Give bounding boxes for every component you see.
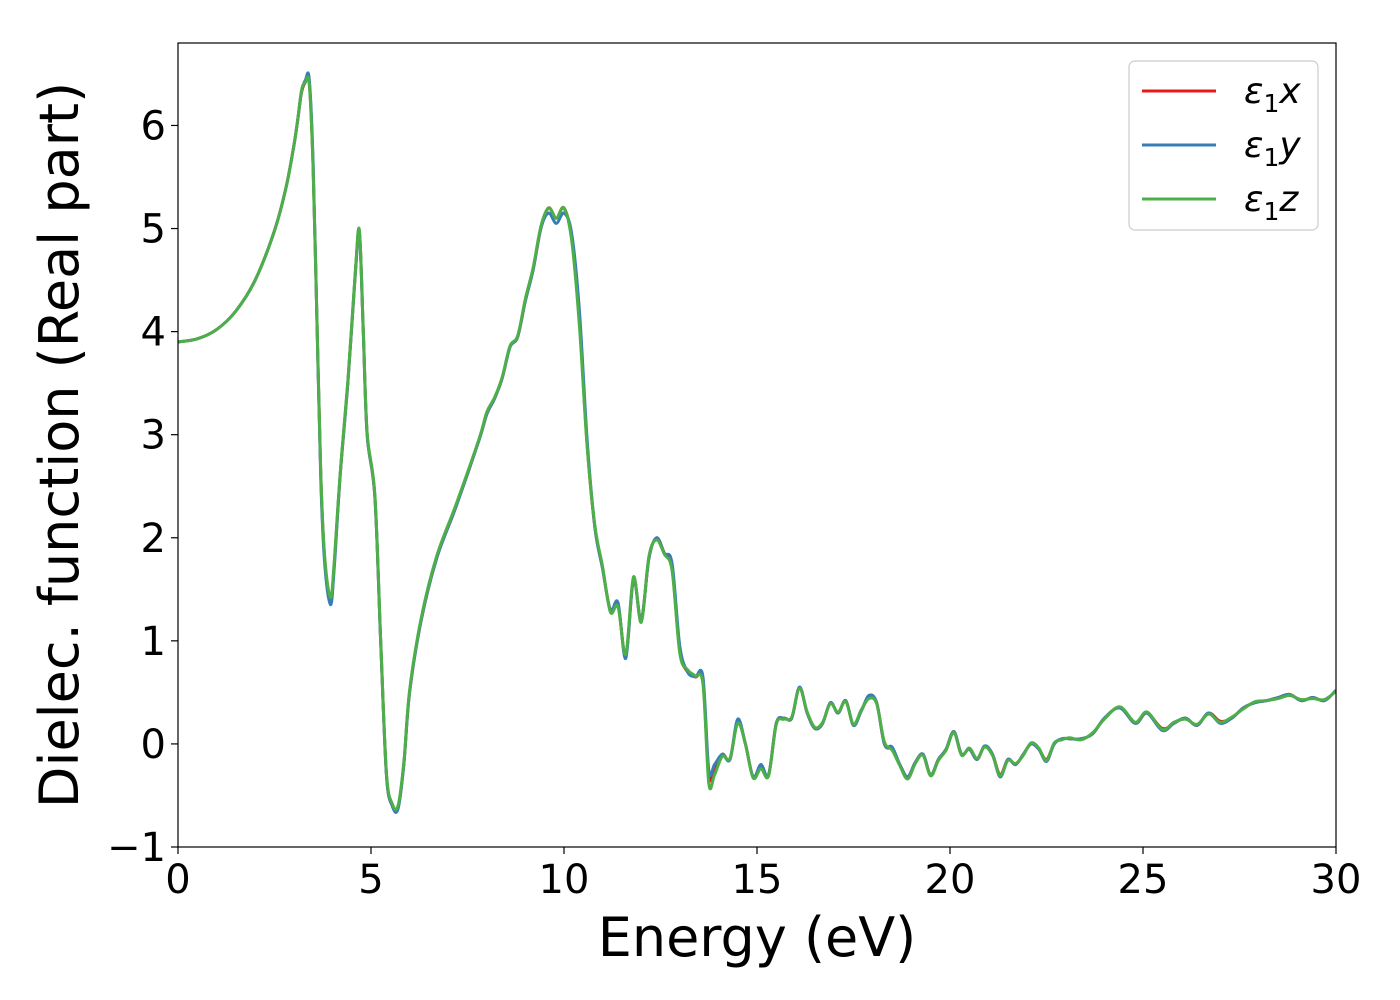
x-tick-label: 5 bbox=[358, 857, 383, 903]
x-axis-ticks: 0 5 10 15 20 25 30 bbox=[165, 847, 1361, 903]
y-tick-label: 6 bbox=[141, 103, 166, 149]
legend-label-y: ε1y bbox=[1244, 125, 1301, 172]
series-layer bbox=[178, 71, 1336, 814]
y-tick-label: 3 bbox=[141, 413, 166, 459]
y-tick-label: 0 bbox=[141, 722, 166, 768]
legend-variable: z bbox=[1278, 179, 1299, 220]
y-tick-label: 1 bbox=[141, 619, 166, 665]
legend-subscript: 1 bbox=[1263, 143, 1279, 172]
legend-variable: x bbox=[1278, 71, 1301, 112]
y-axis-ticks: −1 0 1 2 3 4 5 6 bbox=[107, 103, 178, 871]
legend-label-x: ε1x bbox=[1244, 71, 1301, 118]
legend-subscript: 1 bbox=[1263, 89, 1279, 118]
legend-base: ε bbox=[1244, 125, 1263, 166]
x-tick-label: 15 bbox=[732, 857, 783, 903]
y-tick-label: 2 bbox=[141, 516, 166, 562]
x-tick-label: 0 bbox=[165, 857, 190, 903]
legend-base: ε bbox=[1244, 71, 1263, 112]
x-axis-label: Energy (eV) bbox=[598, 906, 917, 969]
legend-label-z: ε1z bbox=[1244, 179, 1299, 226]
x-tick-label: 20 bbox=[925, 857, 976, 903]
legend-base: ε bbox=[1244, 179, 1263, 220]
y-tick-label: 5 bbox=[141, 207, 166, 253]
x-tick-label: 30 bbox=[1311, 857, 1362, 903]
y-tick-label: 4 bbox=[141, 310, 166, 356]
x-tick-label: 25 bbox=[1118, 857, 1169, 903]
y-axis-label: Dielec. function (Real part) bbox=[28, 82, 91, 808]
series-line-z bbox=[178, 75, 1336, 812]
y-tick-label: −1 bbox=[107, 825, 166, 871]
x-tick-label: 10 bbox=[539, 857, 590, 903]
legend-subscript: 1 bbox=[1263, 197, 1279, 226]
legend-variable: y bbox=[1278, 125, 1301, 166]
legend-frame bbox=[1128, 60, 1319, 231]
